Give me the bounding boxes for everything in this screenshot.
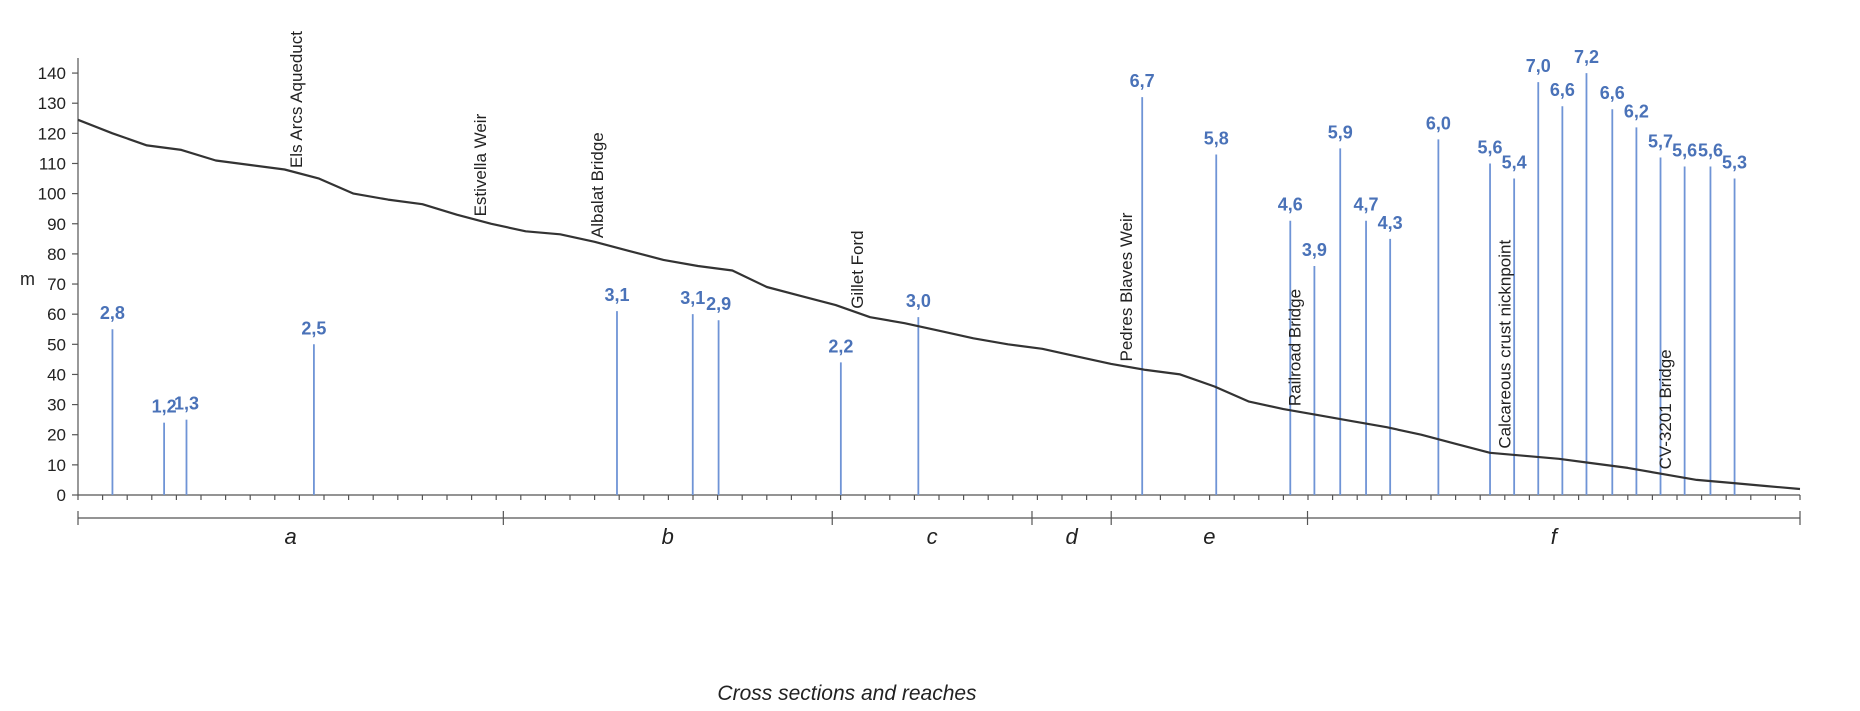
reach-label: e bbox=[1203, 524, 1215, 549]
y-tick-label: 20 bbox=[47, 426, 66, 445]
landmark-label: Pedres Blaves Weir bbox=[1117, 212, 1136, 361]
bar-value-label: 5,4 bbox=[1502, 153, 1527, 173]
landmark-label: Gillet Ford bbox=[848, 230, 867, 308]
reach-label: a bbox=[285, 524, 297, 549]
y-tick-label: 60 bbox=[47, 305, 66, 324]
bar-value-label: 7,2 bbox=[1574, 47, 1599, 67]
y-tick-label: 90 bbox=[47, 215, 66, 234]
bar-value-label: 7,0 bbox=[1526, 56, 1551, 76]
bar-value-label: 6,0 bbox=[1426, 113, 1451, 133]
y-axis: 0 10 20 30 40 50 60 70 80 90 100 110 120 130 140 bbox=[38, 58, 79, 505]
y-tick-label: 80 bbox=[47, 245, 66, 264]
bar-value-label: 3,0 bbox=[906, 291, 931, 311]
reach-brackets: a b c d e f bbox=[77, 511, 1801, 549]
landmark-label: Albalat Bridge bbox=[588, 132, 607, 238]
bar-value-label: 5,8 bbox=[1204, 128, 1229, 148]
bar-value-label: 6,7 bbox=[1130, 71, 1155, 91]
reach-label: d bbox=[1065, 524, 1078, 549]
bar-value-label: 5,7 bbox=[1648, 131, 1673, 151]
y-tick-label: 70 bbox=[47, 275, 66, 294]
bar-value-label: 1,2 bbox=[152, 397, 177, 417]
bar-value-label: 5,6 bbox=[1478, 137, 1503, 157]
y-tick-label: 30 bbox=[47, 396, 66, 415]
y-tick-label: 130 bbox=[38, 94, 66, 113]
bar-value-label: 5,6 bbox=[1672, 140, 1697, 160]
y-tick-label: 120 bbox=[38, 124, 66, 143]
landmark-labels: Els Arcs Aqueduct Estivella Weir Albalat B… bbox=[287, 31, 1675, 470]
y-tick-label: 100 bbox=[38, 185, 66, 204]
y-tick-label: 110 bbox=[39, 154, 66, 173]
landmark-label: Railroad Bridge bbox=[1286, 289, 1305, 406]
x-axis bbox=[77, 494, 1801, 500]
y-tick-label: 0 bbox=[57, 486, 66, 505]
reach-label: b bbox=[662, 524, 674, 549]
landmark-label: Estivella Weir bbox=[471, 113, 490, 216]
reach-label: c bbox=[927, 524, 938, 549]
bar-value-label: 4,6 bbox=[1278, 195, 1303, 215]
cross-section-bars: 2,81,21,32,53,1 3,1 2,92,23,06,75,84,63,95… bbox=[100, 47, 1747, 495]
bar-value-label: 6,6 bbox=[1600, 83, 1625, 103]
bar-value-label: 2,8 bbox=[100, 303, 125, 323]
landmark-label: Els Arcs Aqueduct bbox=[287, 31, 306, 168]
longitudinal-profile-line bbox=[77, 118, 1801, 491]
bar-value-label: 5,9 bbox=[1328, 122, 1353, 142]
bar-value-label: 4,3 bbox=[1378, 213, 1403, 233]
bar-value-label: 2,9 bbox=[706, 294, 731, 314]
bar-value-label: 5,3 bbox=[1722, 153, 1747, 173]
y-axis-label: m bbox=[20, 269, 35, 289]
bar-value-label: 2,2 bbox=[828, 336, 853, 356]
bar-value-label: 5,6 bbox=[1698, 140, 1723, 160]
bar-value-label: 1,3 bbox=[174, 394, 199, 414]
x-axis-label: Cross sections and reaches bbox=[717, 682, 977, 705]
bar-value-label: 6,2 bbox=[1624, 101, 1649, 121]
y-tick-label: 50 bbox=[47, 335, 66, 354]
landmark-label: Calcareous crust nicknpoint bbox=[1496, 240, 1515, 449]
reach-label: f bbox=[1551, 524, 1560, 549]
bar-value-label: 3,1 bbox=[680, 288, 705, 308]
bar-value-label: 6,6 bbox=[1550, 80, 1575, 100]
y-tick-label: 40 bbox=[47, 365, 66, 384]
bar-value-label: 2,5 bbox=[301, 318, 326, 338]
bar-value-label: 4,7 bbox=[1354, 195, 1379, 215]
y-tick-label: 10 bbox=[47, 456, 66, 475]
bar-value-label: 3,1 bbox=[604, 285, 629, 305]
bar-value-label: 3,9 bbox=[1302, 240, 1327, 260]
landmark-label: CV-3201 Bridge bbox=[1656, 349, 1675, 469]
y-tick-label: 140 bbox=[38, 64, 66, 83]
